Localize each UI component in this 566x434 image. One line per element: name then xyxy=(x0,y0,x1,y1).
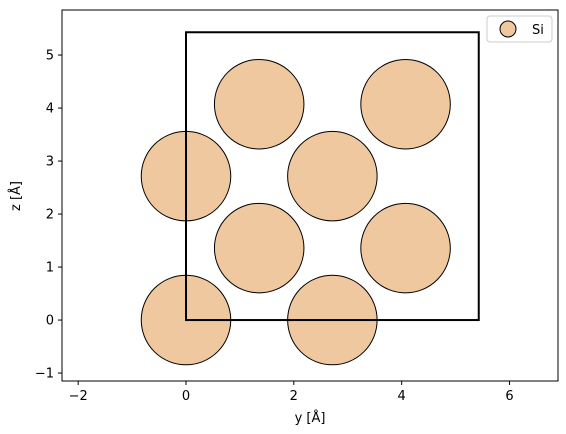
x-tick-label: −2 xyxy=(69,389,88,404)
y-tick-label: 5 xyxy=(46,49,54,64)
legend-label-si: Si xyxy=(532,23,544,38)
x-tick-label: 6 xyxy=(505,389,513,404)
y-tick-label: 3 xyxy=(46,155,54,170)
y-tick-label: 4 xyxy=(46,102,54,117)
unit-cell-box xyxy=(185,31,480,322)
atom-si-3 xyxy=(213,202,305,294)
atom-si-8 xyxy=(360,58,451,150)
x-axis: −2 0 2 4 6 xyxy=(69,381,514,404)
y-tick-label: 0 xyxy=(46,314,54,329)
atoms-layer xyxy=(140,58,451,366)
y-tick-label: −1 xyxy=(35,367,54,382)
y-tick-label: 1 xyxy=(46,261,54,276)
axes-frame xyxy=(61,9,559,382)
y-axis-label: z [Å] xyxy=(8,181,24,211)
legend: Si xyxy=(486,15,553,43)
atom-si-4 xyxy=(360,202,451,294)
x-tick-label: 2 xyxy=(290,389,298,404)
x-tick-label: 0 xyxy=(182,389,190,404)
atom-si-6 xyxy=(287,130,378,222)
x-tick-label: 4 xyxy=(398,389,406,404)
y-axis: −1 0 1 2 3 4 5 xyxy=(35,49,62,382)
y-tick-label: 2 xyxy=(46,208,54,223)
atom-si-7 xyxy=(213,58,305,150)
legend-marker-si xyxy=(499,20,517,38)
x-axis-label: y [Å] xyxy=(295,410,326,426)
